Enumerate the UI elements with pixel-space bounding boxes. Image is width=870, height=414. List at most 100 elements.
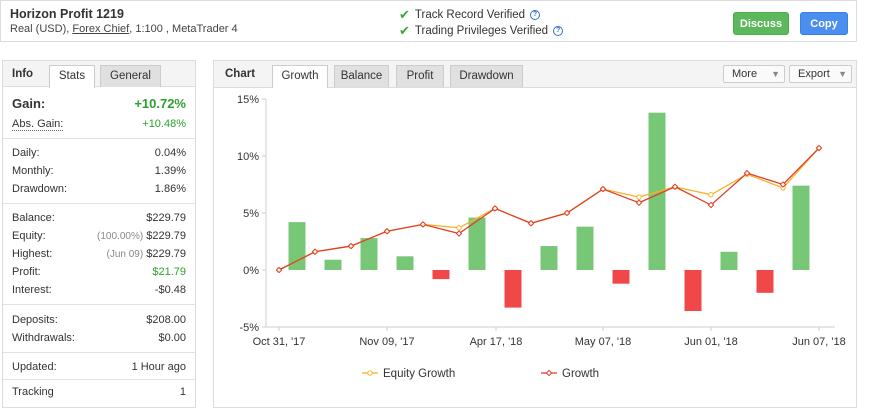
daily-value: 0.04% bbox=[154, 147, 186, 159]
tracking-label: Tracking bbox=[12, 386, 54, 398]
legend-equity-marker bbox=[367, 370, 373, 376]
growth-point bbox=[383, 227, 391, 235]
legend-growth-label: Growth bbox=[562, 368, 599, 380]
broker-link[interactable]: Forex Chief bbox=[72, 23, 130, 35]
drawdown-value: 1.86% bbox=[154, 183, 186, 195]
export-dropdown[interactable]: Export ▼ bbox=[789, 65, 852, 83]
account-details: , 1:100 , MetaTrader 4 bbox=[129, 23, 238, 35]
growth-point bbox=[671, 183, 679, 191]
bar bbox=[432, 270, 450, 280]
withdrawals-label: Withdrawals: bbox=[12, 332, 75, 344]
equity-growth-point bbox=[708, 192, 714, 198]
profit-label: Profit: bbox=[12, 266, 41, 278]
growth-point bbox=[635, 199, 643, 207]
system-header: Horizon Profit 1219 Real (USD), Forex Ch… bbox=[0, 0, 857, 42]
growth-point bbox=[779, 181, 787, 188]
highest-value: $229.79 bbox=[146, 248, 186, 260]
track-record-label: Track Record Verified bbox=[414, 9, 526, 21]
bar bbox=[612, 270, 630, 284]
highest-label: Highest: bbox=[12, 248, 53, 260]
tab-general[interactable]: General bbox=[100, 65, 161, 87]
more-dropdown[interactable]: More ▼ bbox=[723, 65, 785, 83]
updated-label: Updated: bbox=[12, 361, 57, 373]
chevron-down-icon: ▼ bbox=[838, 69, 847, 79]
copy-button[interactable]: Copy bbox=[800, 12, 848, 35]
tab-profit[interactable]: Profit bbox=[396, 65, 444, 87]
gain-label: Gain: bbox=[12, 96, 46, 111]
bar bbox=[576, 226, 594, 270]
equity-value: $229.79 bbox=[146, 230, 186, 242]
drawdown-label: Drawdown: bbox=[12, 183, 68, 195]
tracking-value: 1 bbox=[179, 386, 186, 398]
more-label: More bbox=[732, 68, 758, 80]
abs-gain-label[interactable]: Abs. Gain: bbox=[12, 118, 64, 131]
growth-point bbox=[527, 219, 535, 227]
bar bbox=[756, 270, 774, 293]
system-title: Horizon Profit 1219 bbox=[10, 7, 124, 21]
check-icon: ✔ bbox=[399, 7, 410, 22]
x-tick-label: Nov 09, '17 bbox=[359, 336, 414, 348]
deposits-label: Deposits: bbox=[12, 314, 58, 326]
account-type: Real (USD), bbox=[10, 23, 70, 35]
bar bbox=[360, 238, 378, 270]
growth-line bbox=[278, 147, 820, 271]
bar bbox=[720, 251, 738, 270]
x-tick-label: Jun 01, '18 bbox=[684, 336, 737, 348]
tab-drawdown[interactable]: Drawdown bbox=[450, 65, 523, 87]
chevron-down-icon: ▼ bbox=[771, 69, 780, 79]
divider bbox=[3, 304, 195, 305]
growth-point bbox=[347, 242, 355, 250]
chart-tabbar: Chart Growth Balance Profit Drawdown Mor… bbox=[214, 61, 856, 88]
interest-label: Interest: bbox=[12, 284, 52, 296]
divider bbox=[3, 138, 195, 139]
tab-balance[interactable]: Balance bbox=[334, 65, 389, 87]
tab-info[interactable]: Info bbox=[12, 68, 34, 80]
stats-panel: Info Stats General Gain: +10.72% Abs. Ga… bbox=[2, 60, 196, 408]
growth-point bbox=[419, 221, 427, 228]
growth-point bbox=[599, 185, 607, 193]
check-icon: ✔ bbox=[399, 23, 410, 38]
y-tick-label: -5% bbox=[239, 322, 259, 334]
daily-label: Daily: bbox=[12, 147, 40, 159]
tab-chart[interactable]: Chart bbox=[225, 68, 256, 80]
withdrawals-value: $0.00 bbox=[158, 332, 186, 344]
discuss-button[interactable]: Discuss bbox=[733, 12, 789, 35]
y-tick-label: 5% bbox=[243, 208, 259, 220]
equity-growth-point bbox=[636, 194, 642, 200]
balance-value: $229.79 bbox=[146, 212, 186, 224]
equity-label: Equity: bbox=[12, 230, 46, 242]
tab-growth[interactable]: Growth bbox=[272, 65, 328, 88]
growth-point bbox=[275, 266, 283, 274]
monthly-label: Monthly: bbox=[12, 165, 54, 177]
growth-chart: 15% 10% 5% 0% -5% Oct 31, '17 Nov 09, '17 Apr 1… bbox=[237, 94, 846, 380]
bar bbox=[324, 259, 342, 270]
abs-gain-value: +10.48% bbox=[142, 118, 186, 130]
bar bbox=[396, 256, 414, 270]
export-label: Export bbox=[798, 68, 830, 80]
x-tick-label: May 07, '18 bbox=[575, 336, 632, 348]
divider bbox=[3, 203, 195, 204]
highest-note: (Jun 09) bbox=[106, 249, 144, 260]
help-icon[interactable]: ? bbox=[553, 26, 564, 36]
y-tick-label: 10% bbox=[237, 151, 259, 163]
gain-value: +10.72% bbox=[134, 96, 186, 111]
monthly-value: 1.39% bbox=[154, 165, 186, 177]
profit-value: $21.79 bbox=[152, 266, 186, 278]
bar bbox=[792, 185, 810, 270]
y-tick-label: 0% bbox=[243, 265, 259, 277]
updated-value: 1 Hour ago bbox=[131, 361, 186, 373]
chart-panel: Chart Growth Balance Profit Drawdown Mor… bbox=[213, 60, 857, 408]
x-tick-label: Apr 17, '18 bbox=[470, 336, 523, 348]
tab-stats[interactable]: Stats bbox=[49, 65, 95, 88]
interest-value: -$0.48 bbox=[154, 284, 186, 296]
growth-point bbox=[491, 205, 499, 212]
trading-privileges-verified: ✔ Trading Privileges Verified ? bbox=[399, 23, 564, 39]
x-tick-label: Oct 31, '17 bbox=[253, 336, 306, 348]
help-icon[interactable]: ? bbox=[530, 10, 541, 20]
deposits-value: $208.00 bbox=[146, 314, 186, 326]
equity-note: (100.00%) bbox=[97, 231, 144, 242]
stats-tabbar: Info Stats General bbox=[3, 61, 195, 88]
bar bbox=[468, 217, 486, 270]
bar bbox=[288, 222, 306, 270]
legend-equity-label: Equity Growth bbox=[383, 368, 455, 380]
